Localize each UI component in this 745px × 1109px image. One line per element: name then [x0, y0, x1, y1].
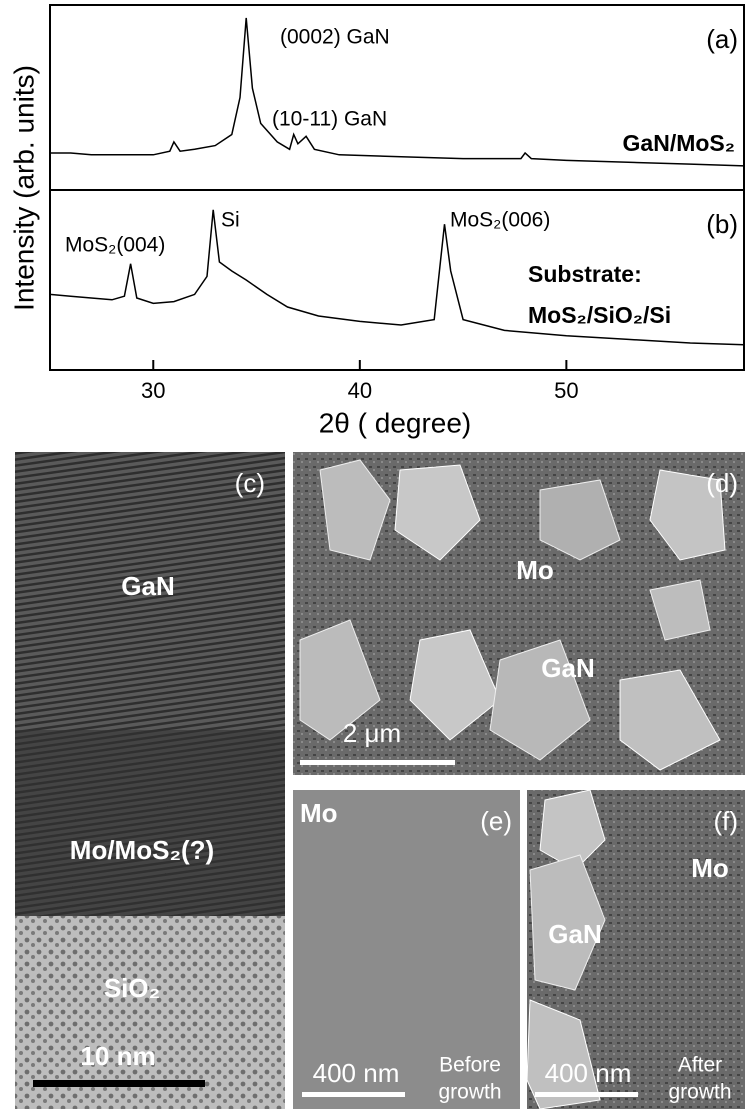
annotation: Substrate:	[528, 261, 642, 287]
image-text: Mo/MoS₂(?)	[70, 835, 214, 865]
image-c: (c) GaN Mo/MoS₂(?) SiO₂ 10 nm	[15, 452, 285, 1109]
x-tick-label: 30	[141, 378, 165, 403]
annotation: Si	[221, 209, 240, 232]
image-text: GaN	[548, 919, 601, 949]
image-text: growth	[438, 1081, 501, 1104]
image-text: Mo	[300, 798, 338, 828]
image-text: Before	[439, 1054, 501, 1077]
image-text: growth	[668, 1081, 731, 1104]
image-text: After	[678, 1054, 722, 1077]
panel-label: (e)	[480, 806, 512, 836]
panel-label: (d)	[706, 468, 738, 498]
panel-label: (f)	[713, 806, 738, 836]
x-tick-label: 40	[348, 378, 372, 403]
annotation: MoS₂/SiO₂/Si	[528, 302, 671, 328]
image-d: (d) Mo GaN 2 μm	[293, 452, 745, 775]
figure: (c) GaN Mo/MoS₂(?) SiO₂ 10 nm (d) Mo GaN…	[0, 0, 745, 1109]
x-axis-label: 2θ ( degree)	[319, 407, 472, 438]
image-text: Mo	[691, 853, 729, 883]
y-axis-label: Intensity (arb. units)	[8, 65, 39, 311]
scale-label: 10 nm	[80, 1041, 155, 1071]
annotation: MoS₂(006)	[450, 209, 550, 232]
annotation: (10-11) GaN	[272, 108, 387, 131]
x-tick-label: 50	[554, 378, 578, 403]
image-f: (f) Mo GaN After growth 400 nm	[527, 790, 745, 1109]
panel-label: (c)	[235, 468, 265, 498]
annotation: (0002) GaN	[280, 26, 390, 49]
image-e: (e) Mo Before growth 400 nm	[293, 790, 520, 1109]
image-text: Mo	[516, 555, 554, 585]
image-text: SiO₂	[104, 973, 160, 1003]
scale-label: 2 μm	[343, 718, 401, 748]
panel-label: (b)	[706, 209, 738, 239]
image-text: GaN	[541, 653, 594, 683]
annotation: MoS₂(004)	[65, 234, 165, 257]
scale-label: 400 nm	[313, 1058, 400, 1088]
image-text: GaN	[121, 571, 174, 601]
panel-label: (a)	[706, 24, 738, 54]
scale-label: 400 nm	[545, 1058, 632, 1088]
annotation: GaN/MoS₂	[623, 130, 735, 156]
